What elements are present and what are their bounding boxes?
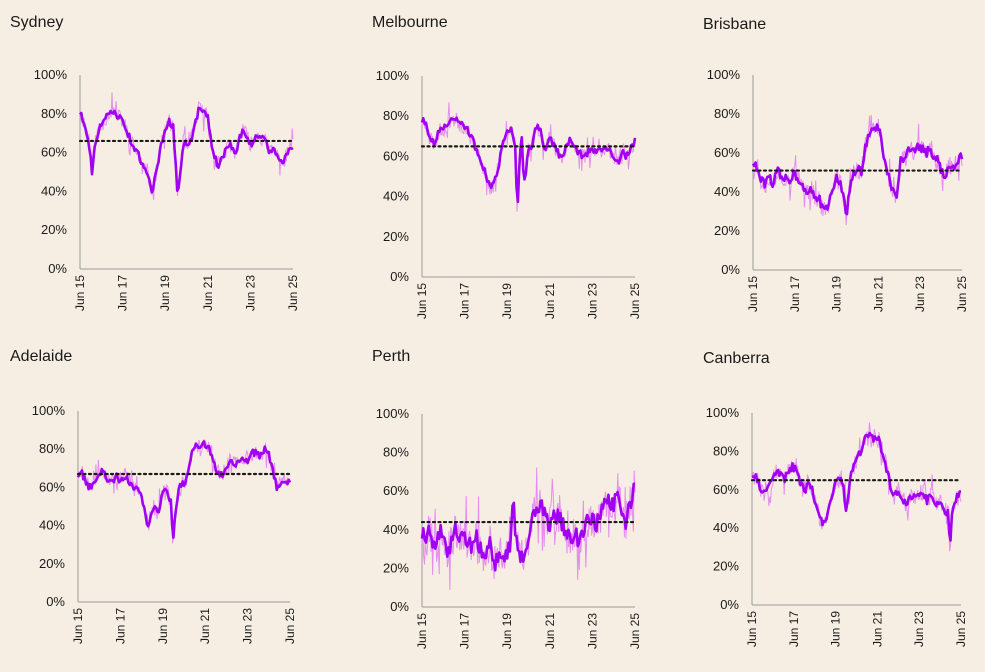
y-tick-label: 40%: [41, 183, 67, 198]
x-tick-label: Jun 19: [158, 275, 172, 311]
panel-title: Canberra: [703, 350, 770, 367]
x-tick-label: Jun 17: [113, 608, 127, 644]
series-smoothed-line: [420, 116, 637, 204]
panel-perth: Perth 0% 20% 40% 60% 80% 100% Jun 15 Jun 17 Jun …: [372, 348, 642, 649]
y-tick-label: 60%: [383, 483, 409, 498]
x-tick-label: Jun 17: [458, 613, 472, 649]
y-tick-label: 80%: [713, 443, 739, 458]
x-tick-label: Jun 15: [745, 611, 759, 647]
y-tick-label: 100%: [376, 68, 410, 83]
y-tick-label: 40%: [714, 184, 740, 199]
x-tick-label: Jun 17: [788, 276, 802, 312]
series-smoothed-line: [78, 106, 294, 194]
x-tick-label: Jun 23: [585, 613, 599, 649]
x-tick-label: Jun 23: [241, 608, 255, 644]
y-tick-label: 80%: [383, 445, 409, 460]
y-tick-label: 60%: [383, 148, 409, 163]
y-tick-label: 40%: [39, 518, 65, 533]
x-tick-label: Jun 19: [500, 283, 514, 319]
x-tick-label: Jun 21: [201, 275, 215, 311]
y-tick-label: 100%: [32, 403, 66, 418]
y-tick-label: 60%: [714, 145, 740, 160]
x-tick-label: Jun 19: [156, 608, 170, 644]
panel-brisbane: Brisbane 0% 20% 40% 60% 80% 100% Jun 15 Jun 17 J…: [0, 0, 985, 330]
x-tick-label: Jun 23: [912, 611, 926, 647]
y-tick-label: 0%: [721, 262, 740, 277]
x-tick-label: Jun 25: [628, 283, 642, 319]
line-chart: 0% 20% 40% 60% 80% 100% Jun 15 Jun 17 Jun 19 Jun …: [34, 67, 300, 311]
y-tick-label: 80%: [39, 441, 65, 456]
x-tick-label: Jun 21: [543, 613, 557, 649]
y-tick-label: 80%: [41, 106, 67, 121]
panel-title: Adelaide: [10, 348, 73, 365]
x-tick-label: Jun 19: [829, 611, 843, 647]
y-tick-label: 0%: [390, 599, 409, 614]
y-tick-label: 0%: [390, 269, 409, 284]
panel-sydney: Sydney 0% 20% 40% 60% 80% 100% Jun 15 Jun 17 Jun…: [0, 0, 310, 330]
y-tick-label: 40%: [383, 189, 409, 204]
y-tick-label: 0%: [48, 261, 67, 276]
y-tick-label: 60%: [713, 482, 739, 497]
y-tick-label: 40%: [383, 522, 409, 537]
line-chart: 0% 20% 40% 60% 80% 100% Jun 15 Jun 17 Jun 19 Jun …: [376, 68, 642, 319]
y-tick-label: 100%: [34, 67, 68, 82]
x-tick-label: Jun 21: [543, 283, 557, 319]
y-tick-label: 20%: [383, 560, 409, 575]
y-tick-label: 20%: [713, 559, 739, 574]
y-tick-label: 100%: [376, 406, 410, 421]
y-tick-label: 20%: [39, 556, 65, 571]
y-tick-label: 60%: [39, 479, 65, 494]
y-tick-label: 100%: [706, 405, 740, 420]
x-tick-label: Jun 25: [955, 276, 969, 312]
x-tick-label: Jun 17: [116, 275, 130, 311]
y-tick-label: 80%: [714, 106, 740, 121]
x-tick-label: Jun 19: [830, 276, 844, 312]
line-chart: 0% 20% 40% 60% 80% 100% Jun 15 Jun 17 Jun 19 Jun …: [707, 67, 969, 312]
y-tick-label: 0%: [720, 597, 739, 612]
panel-title: Brisbane: [703, 16, 767, 33]
x-tick-label: Jun 25: [954, 611, 968, 647]
x-tick-label: Jun 15: [415, 613, 429, 649]
x-tick-label: Jun 25: [628, 613, 642, 649]
series-smoothed-line: [420, 482, 636, 572]
y-tick-label: 0%: [46, 594, 65, 609]
series-smoothed-line: [76, 440, 292, 539]
series-raw-line: [751, 422, 962, 552]
panel-melbourne: Melbourne 0% 20% 40% 60% 80% 100% Jun 15 Jun 17…: [0, 0, 650, 330]
x-tick-label: Jun 19: [500, 613, 514, 649]
y-tick-label: 20%: [714, 223, 740, 238]
panel-title: Sydney: [10, 14, 64, 31]
y-tick-label: 60%: [41, 145, 67, 160]
x-tick-label: Jun 15: [746, 276, 760, 312]
x-tick-label: Jun 15: [415, 283, 429, 319]
y-tick-label: 100%: [707, 67, 741, 82]
x-tick-label: Jun 15: [71, 608, 85, 644]
panel-title: Melbourne: [372, 14, 448, 31]
panel-adelaide: Adelaide 0% 20% 40% 60% 80% 100% Jun 15 Jun 17 J…: [0, 0, 310, 672]
x-tick-label: Jun 21: [871, 276, 885, 312]
x-tick-label: Jun 25: [283, 608, 297, 644]
x-tick-label: Jun 23: [243, 275, 257, 311]
series-smoothed-line: [751, 431, 962, 542]
y-tick-label: 80%: [383, 108, 409, 123]
y-tick-label: 20%: [41, 222, 67, 237]
line-chart: 0% 20% 40% 60% 80% 100% Jun 15 Jun 17 Jun 19 Jun …: [32, 403, 297, 644]
line-chart: 0% 20% 40% 60% 80% 100% Jun 15 Jun 17 Jun 19 Jun …: [376, 406, 642, 649]
y-tick-label: 40%: [713, 520, 739, 535]
x-tick-label: Jun 15: [73, 275, 87, 311]
x-tick-label: Jun 21: [198, 608, 212, 644]
x-tick-label: Jun 17: [787, 611, 801, 647]
x-tick-label: Jun 17: [458, 283, 472, 319]
panel-title: Perth: [372, 348, 411, 365]
y-tick-label: 20%: [383, 229, 409, 244]
x-tick-label: Jun 21: [870, 611, 884, 647]
x-tick-label: Jun 25: [286, 275, 300, 311]
x-tick-label: Jun 23: [913, 276, 927, 312]
x-tick-label: Jun 23: [585, 283, 599, 319]
